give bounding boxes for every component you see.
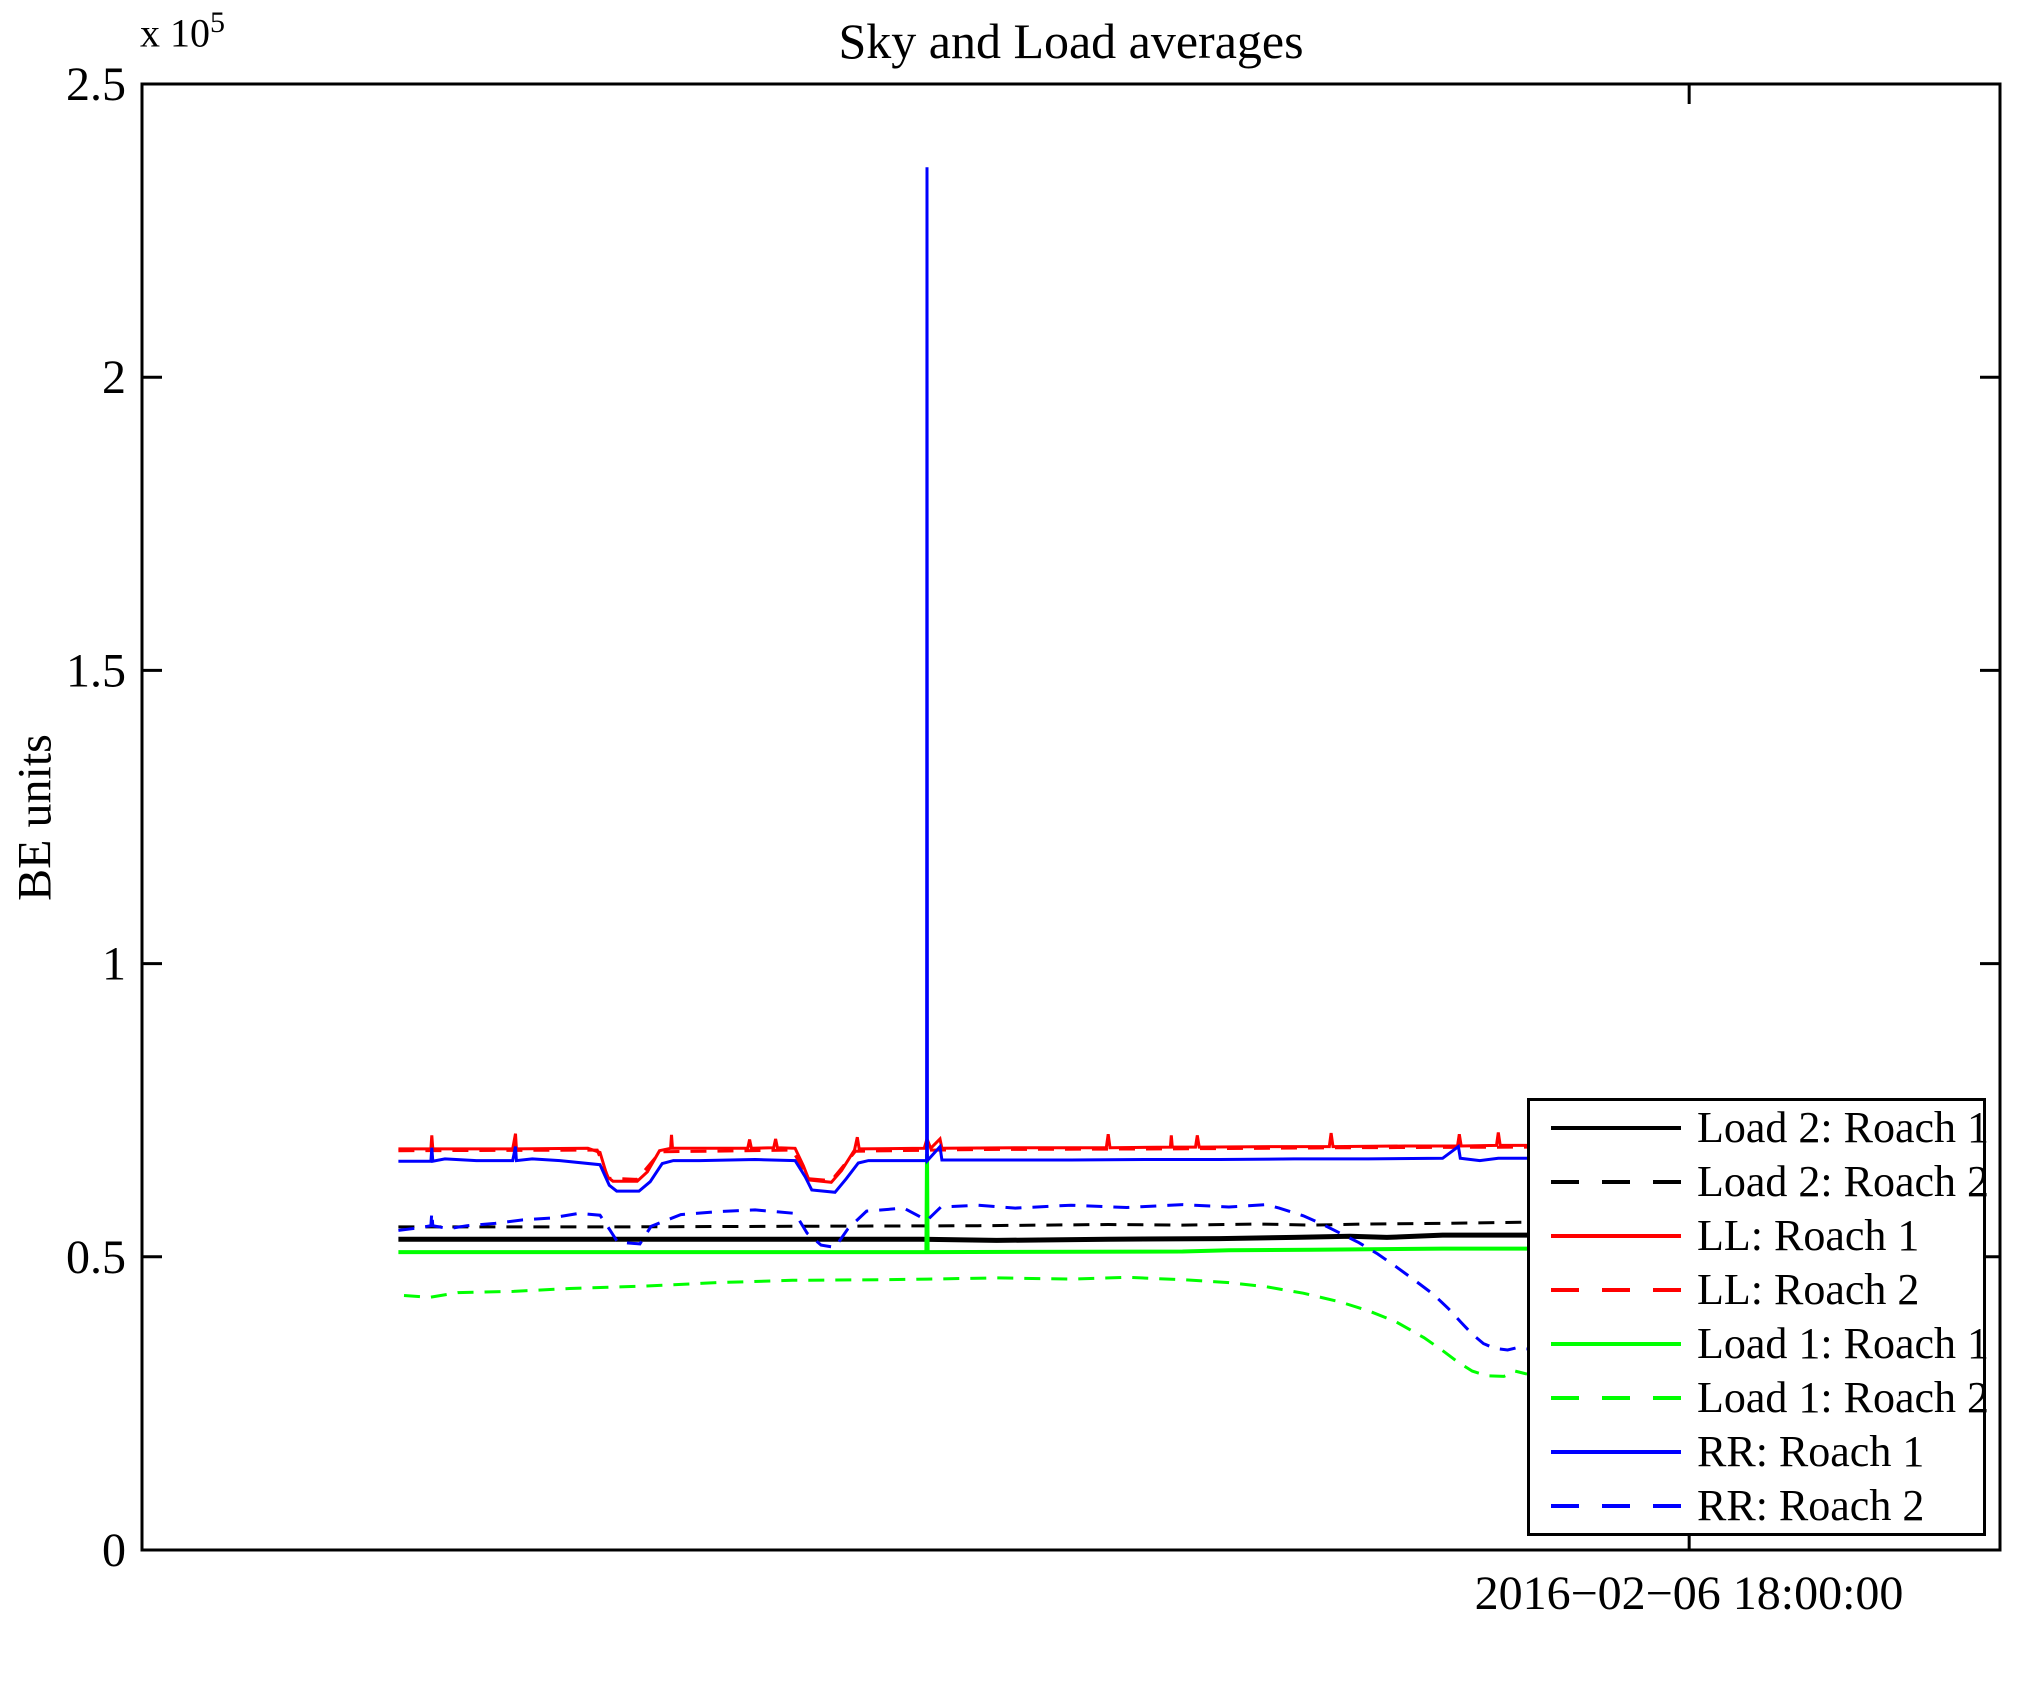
legend-swatch-line (1551, 1126, 1681, 1130)
y-tick-label: 1.5 (66, 644, 126, 697)
legend-swatch-line (1551, 1450, 1681, 1454)
legend-swatch-line (1551, 1288, 1681, 1292)
legend-entry-4: LL: Roach 2 (1530, 1263, 1983, 1317)
legend-swatch-line (1551, 1396, 1681, 1400)
legend-swatch-line (1551, 1234, 1681, 1238)
legend-entry-6: Load 1: Roach 2 (1530, 1371, 1989, 1425)
y-tick-label: 2.5 (66, 58, 126, 111)
legend-entry-label: LL: Roach 2 (1697, 1265, 1920, 1314)
legend-swatch-line (1551, 1180, 1681, 1184)
legend-entry-5: Load 1: Roach 1 (1530, 1317, 1989, 1371)
series-line-rr-roach-2 (398, 1203, 1528, 1352)
y-tick-label: 0 (102, 1524, 126, 1577)
x-tick-label: 2016−02−06 18:00:00 (1474, 1567, 1904, 1620)
legend-entry-label: LL: Roach 1 (1697, 1211, 1920, 1260)
y-tick-label: 1 (102, 938, 126, 991)
axes-box (140, 82, 2002, 1552)
legend-entry-label: RR: Roach 1 (1697, 1427, 1925, 1476)
legend-entry-label: Load 1: Roach 2 (1697, 1373, 1990, 1422)
legend-entry-7: RR: Roach 1 (1530, 1425, 1983, 1479)
chart-title: Sky and Load averages (838, 13, 1304, 69)
series-line-load-1-roach-2 (403, 1275, 1528, 1378)
legend-entry-label: Load 2: Roach 1 (1697, 1103, 1990, 1152)
legend-entry-8: RR: Roach 2 (1530, 1479, 1983, 1533)
series-line-load-2-roach-1 (398, 1232, 1527, 1243)
series-line-load-2-roach-2 (398, 1220, 1528, 1229)
legend-entry-label: RR: Roach 2 (1697, 1481, 1925, 1530)
legend-entry-1: Load 2: Roach 1 (1530, 1101, 1989, 1155)
y-tick-label: 0.5 (66, 1231, 126, 1284)
legend-entry-label: Load 1: Roach 1 (1697, 1319, 1990, 1368)
legend-entry-2: Load 2: Roach 2 (1530, 1155, 1989, 1209)
y-axis-multiplier-exponent: 5 (210, 6, 225, 39)
series-line-rr-roach-1 (398, 167, 1527, 1194)
legend-swatch-line (1551, 1342, 1681, 1346)
legend-entry-label: Load 2: Roach 2 (1697, 1157, 1990, 1206)
y-axis-label: BE units (8, 734, 62, 901)
series-line-ll-roach-2 (398, 1145, 1528, 1183)
legend-entry-3: LL: Roach 1 (1530, 1209, 1983, 1263)
y-tick-label: 2 (102, 351, 126, 404)
y-axis-multiplier: x 105 (140, 6, 225, 56)
y-axis-multiplier-base: x 10 (140, 10, 210, 56)
legend: Load 2: Roach 1 Load 2: Roach 2 LL: Roach … (1527, 1098, 1989, 1536)
series-line-load-1-roach-1 (398, 1154, 1527, 1255)
legend-swatch-line (1551, 1504, 1681, 1508)
